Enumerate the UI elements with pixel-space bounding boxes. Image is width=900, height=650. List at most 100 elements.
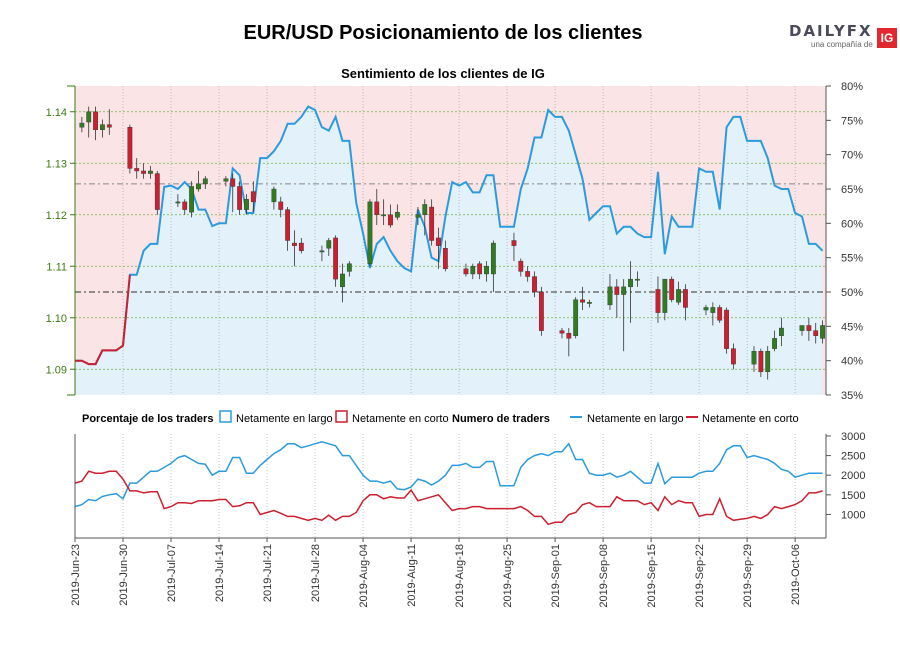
candle-body xyxy=(285,209,291,241)
short-pct-line xyxy=(75,274,131,366)
candle-body xyxy=(292,242,297,246)
candle-body xyxy=(779,327,784,336)
count-tick-label: 3000 xyxy=(841,431,865,443)
pct-tick-label: 35% xyxy=(841,390,863,402)
candle-body xyxy=(271,188,277,203)
candle-body xyxy=(676,289,681,303)
date-tick-label: 2019-Sep-08 xyxy=(598,544,610,608)
candle-body xyxy=(175,201,181,204)
candle-body xyxy=(346,263,352,272)
candle-body xyxy=(717,307,723,321)
candle-body xyxy=(340,273,345,288)
legend-row: Porcentaje de los traders Netamente en l… xyxy=(82,410,799,425)
pct-tick-label: 55% xyxy=(841,253,863,265)
candle-body xyxy=(189,186,194,213)
candle-body xyxy=(518,260,524,272)
date-tick-label: 2019-Jul-21 xyxy=(262,544,274,602)
candle-body xyxy=(765,351,771,373)
pct-tick-label: 40% xyxy=(841,356,863,368)
pct-tick-label: 65% xyxy=(841,184,863,196)
pct-tick-label: 75% xyxy=(841,115,863,127)
candle-body xyxy=(381,214,387,217)
candle-body xyxy=(566,333,572,339)
candle-body xyxy=(614,286,620,295)
candle-body xyxy=(244,199,249,210)
chart-title: EUR/USD Posicionamiento de los clientes xyxy=(243,22,643,44)
legend-short-pct: Netamente en corto xyxy=(352,413,449,425)
candle-body xyxy=(525,271,531,277)
long-pct-line xyxy=(75,105,824,366)
candle-body xyxy=(127,126,133,169)
date-tick-label: 2019-Aug-11 xyxy=(406,544,418,607)
candle-body xyxy=(634,278,640,281)
candle-body xyxy=(394,211,400,218)
candle-body xyxy=(490,242,496,275)
candle-body xyxy=(196,183,201,190)
candle-body xyxy=(463,268,469,275)
candle-body xyxy=(799,325,805,331)
candle-body xyxy=(422,204,428,215)
count-tick-label: 1500 xyxy=(841,490,865,502)
long-pct-area xyxy=(75,106,823,395)
candle-body xyxy=(333,237,339,280)
price-tick-label: 1.10 xyxy=(46,313,67,325)
price-tick-label: 1.09 xyxy=(46,364,67,376)
legend-title-count: Numero de traders xyxy=(452,413,550,425)
candle-body xyxy=(662,278,668,313)
candle-body xyxy=(182,201,188,210)
candle-body xyxy=(710,307,716,313)
pct-tick-label: 50% xyxy=(841,287,863,299)
candle-body xyxy=(621,286,627,295)
candle-body xyxy=(669,278,675,300)
candle-body xyxy=(319,250,325,253)
candle-body xyxy=(758,351,764,373)
dailyfx-logo: DAILYFX una compañía de IG xyxy=(785,22,900,54)
candle-body xyxy=(106,124,112,128)
candle-body xyxy=(86,111,92,123)
candle-body xyxy=(230,178,236,187)
candle-body xyxy=(607,286,613,306)
candle-body xyxy=(703,307,709,311)
candle-body xyxy=(820,325,825,339)
candle-body xyxy=(573,299,579,336)
legend-long-pct: Netamente en largo xyxy=(236,413,333,425)
candle-body xyxy=(559,330,565,334)
candle-body xyxy=(683,289,688,308)
candle-body xyxy=(586,302,592,304)
candle-body xyxy=(367,201,373,264)
candle-body xyxy=(628,278,633,288)
short-count-line xyxy=(74,470,823,526)
date-tick-label: 2019-Sep-22 xyxy=(694,544,706,608)
price-tick-label: 1.13 xyxy=(46,158,67,170)
candle-body xyxy=(442,248,448,270)
candle-body xyxy=(141,170,146,174)
legend-swatch-long-pct xyxy=(219,410,232,423)
candle-body xyxy=(731,348,736,365)
candle-body xyxy=(813,330,819,336)
legend-long-count: Netamente en largo xyxy=(587,413,684,425)
date-tick-label: 2019-Aug-18 xyxy=(454,544,466,608)
candle-body xyxy=(100,124,105,130)
pct-tick-label: 70% xyxy=(841,150,863,162)
legend-swatch-short-pct xyxy=(335,410,348,423)
date-tick-label: 2019-Sep-29 xyxy=(742,544,754,608)
price-tick-label: 1.12 xyxy=(46,210,67,222)
date-tick-label: 2019-Sep-01 xyxy=(550,544,562,608)
count-tick-label: 1000 xyxy=(841,509,865,521)
candle-body xyxy=(538,291,544,331)
candle-body xyxy=(237,186,243,210)
price-sentiment-plot: 1.09 1.10 1.11 1.12 1.13 1.14 35% 40% 45% 50% 55% 6… xyxy=(46,81,864,402)
candle-body xyxy=(148,170,153,174)
candle-body xyxy=(511,240,517,246)
candle-body xyxy=(436,237,441,246)
candle-body xyxy=(772,338,777,349)
candle-body xyxy=(484,266,489,275)
logo-tagline: una compañía de xyxy=(811,40,873,49)
candle-body xyxy=(388,214,393,226)
candle-body xyxy=(154,173,160,210)
candle-body xyxy=(278,201,284,210)
count-tick-label: 2000 xyxy=(841,470,865,482)
candle-body xyxy=(79,122,85,128)
date-tick-label: 2019-Jun-23 xyxy=(70,544,82,606)
